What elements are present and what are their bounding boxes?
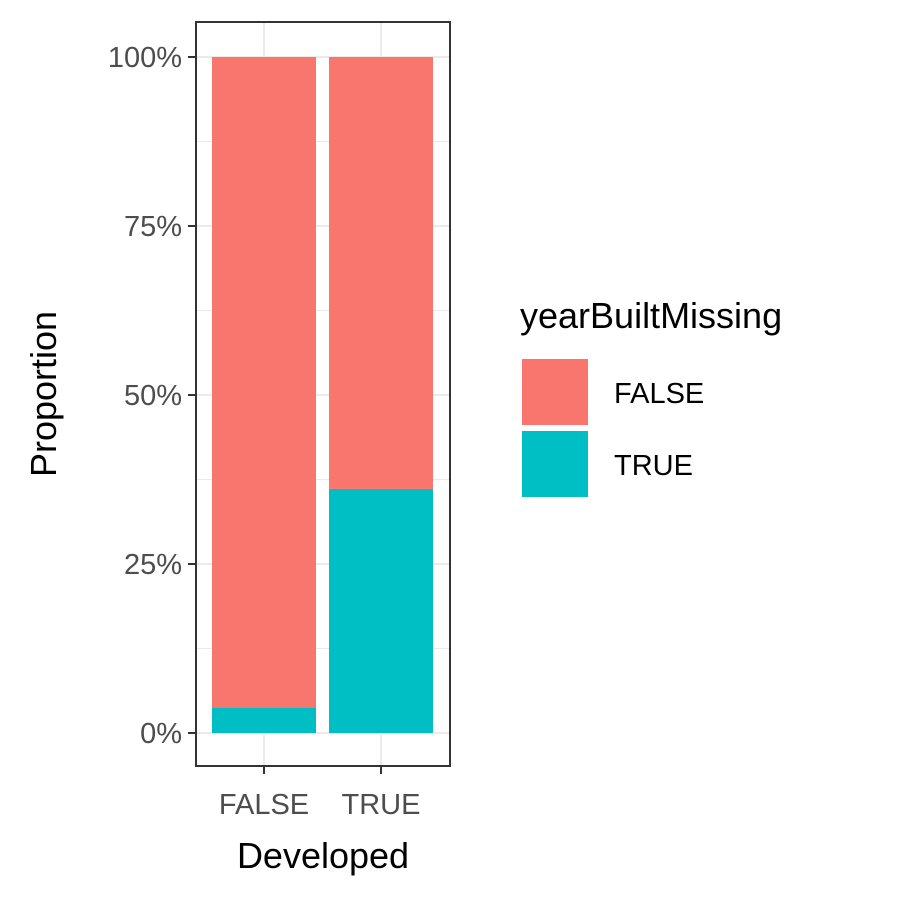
legend-key-false [522,359,588,425]
x-tick-label: TRUE [342,789,421,821]
y-axis-title: Proportion [23,311,64,477]
bar-true-false [329,57,433,489]
legend-key-true [522,431,588,497]
x-axis-title: Developed [237,835,409,876]
x-tick-label: FALSE [219,789,309,821]
bar-false-true [212,707,316,733]
bars [212,57,433,733]
legend-title: yearBuiltMissing [520,295,782,336]
y-tick-label: 25% [124,549,182,581]
x-axis: FALSE TRUE [219,766,421,821]
y-tick-label: 100% [108,42,182,74]
legend: yearBuiltMissing FALSE TRUE [520,295,782,497]
y-tick-label: 0% [140,718,182,750]
y-tick-label: 75% [124,211,182,243]
legend-label: TRUE [614,450,693,482]
bar-false-false [212,57,316,708]
y-axis: 0% 25% 50% 75% 100% [108,42,196,750]
bar-true-true [329,488,433,733]
y-tick-label: 50% [124,380,182,412]
legend-label: FALSE [614,378,704,410]
